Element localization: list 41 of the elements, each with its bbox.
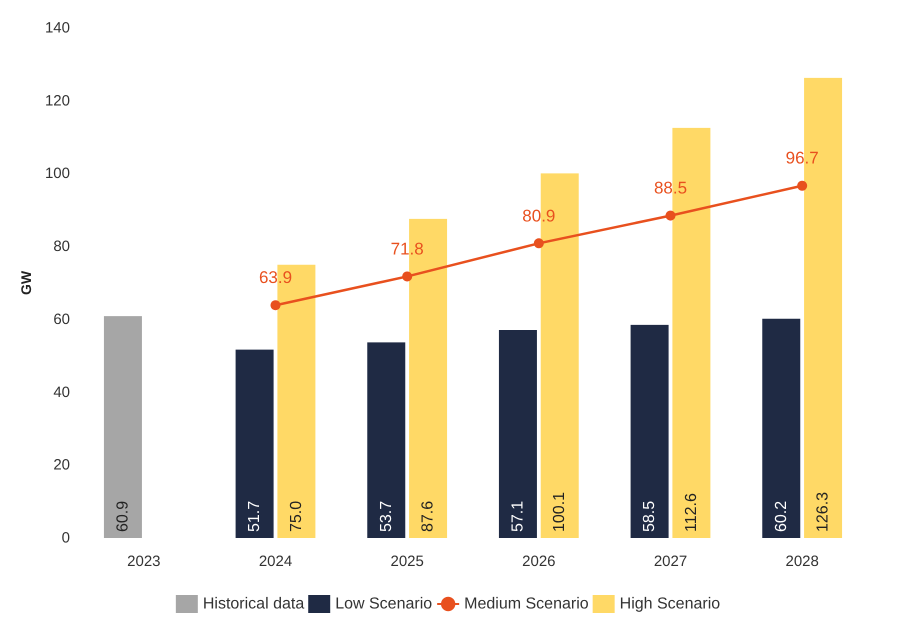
data-label: 60.2 <box>772 500 790 532</box>
y-tick-label: 100 <box>44 165 70 182</box>
data-label: 87.6 <box>420 500 437 532</box>
y-tick-label: 80 <box>53 238 70 256</box>
data-label: 112.6 <box>682 493 700 532</box>
data-label: 51.7 <box>246 500 264 532</box>
bar <box>104 316 142 538</box>
data-label: 53.7 <box>378 500 395 532</box>
data-label: 60.9 <box>114 500 132 532</box>
y-tick-label: 60 <box>53 310 70 328</box>
y-axis-title: GW <box>18 270 34 296</box>
data-label: 58.5 <box>641 500 658 532</box>
x-tick-label: 2023 <box>127 553 161 570</box>
legend-label: High Scenario <box>620 596 720 612</box>
bar <box>367 342 406 538</box>
y-tick-label: 40 <box>53 384 70 401</box>
x-tick-label: 2025 <box>390 553 424 570</box>
bar <box>236 350 274 538</box>
y-tick-label: 140 <box>44 20 70 36</box>
bar <box>762 318 800 538</box>
y-tick-label: 20 <box>53 456 70 474</box>
x-tick-label: 2027 <box>654 553 688 570</box>
legend-label: Historical data <box>202 596 304 612</box>
data-label: 75.0 <box>288 500 305 532</box>
x-tick-label: 2024 <box>258 553 292 570</box>
data-label: 100.1 <box>551 492 568 532</box>
x-tick-label: 2028 <box>785 553 819 570</box>
x-tick-label: 2026 <box>522 553 556 570</box>
point <box>797 180 808 191</box>
data-label: 57.1 <box>509 500 526 532</box>
bar <box>630 324 669 538</box>
point <box>402 271 412 282</box>
point <box>270 300 280 310</box>
y-tick-label: 120 <box>44 92 70 110</box>
data-label: 126.3 <box>814 492 832 532</box>
bar <box>498 330 537 538</box>
legend-label: Low Scenario <box>335 596 432 612</box>
y-tick-label: 0 <box>62 530 70 546</box>
legend-label: Medium Scenario <box>464 596 589 612</box>
point <box>666 210 676 221</box>
point <box>534 238 544 248</box>
